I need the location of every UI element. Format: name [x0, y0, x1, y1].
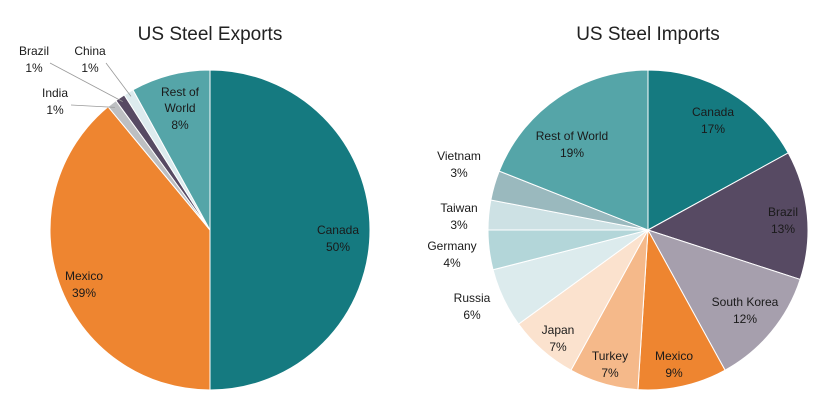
imports-label-turkey: Turkey 7% [592, 349, 628, 380]
imports-value-brazil: 13% [771, 222, 795, 236]
imports-label-mexico: Mexico 9% [655, 349, 693, 380]
imports-value-taiwan: 3% [450, 218, 468, 232]
exports-value-mexico: 39% [72, 286, 96, 300]
imports-label-germany: Germany 4% [427, 239, 476, 270]
exports-pie-chart: US Steel Exports Canada 50% Mexico 39% India… [19, 24, 371, 391]
imports-label-brazil: Brazil 13% [768, 205, 798, 236]
exports-leader-india [70, 104, 115, 108]
exports-leader-brazil [49, 62, 123, 102]
imports-label-south-korea: South Korea 12% [712, 295, 779, 326]
imports-value-mexico: 9% [665, 366, 683, 380]
exports-value-brazil: 1% [25, 61, 43, 75]
imports-pie-chart: US Steel Imports Canada 17% Brazil 13% South… [427, 24, 809, 391]
imports-slice-rest-of-world [498, 69, 649, 231]
imports-label-canada: Canada 17% [692, 105, 734, 136]
exports-value-rest-of-world: 8% [171, 118, 189, 132]
exports-value-canada: 50% [326, 240, 350, 254]
exports-label-india: India 1% [42, 86, 68, 117]
exports-slice-rest-of-world [132, 69, 211, 231]
imports-label-russia: Russia 6% [454, 291, 491, 322]
imports-value-turkey: 7% [601, 366, 619, 380]
exports-slice-mexico [49, 106, 211, 391]
imports-label-japan: Japan 7% [542, 323, 575, 354]
exports-label-china: China 1% [74, 44, 106, 75]
imports-slices [487, 69, 809, 391]
exports-label-mexico: Mexico 39% [65, 269, 103, 300]
exports-slice-labels: Canada 50% Mexico 39% India 1% Brazil 1% China 1%… [19, 44, 359, 300]
exports-label-rest-of-world: Rest of World 8% [161, 85, 200, 132]
exports-chart-title: US Steel Exports [138, 24, 283, 45]
imports-label-rest-of-world: Rest of World 19% [536, 129, 608, 160]
exports-slices [49, 69, 371, 391]
imports-value-south-korea: 12% [733, 312, 757, 326]
imports-slice-canada [647, 69, 789, 231]
imports-value-russia: 6% [463, 308, 481, 322]
exports-label-canada: Canada 50% [317, 223, 359, 254]
imports-value-canada: 17% [701, 122, 725, 136]
imports-label-taiwan: Taiwan 3% [440, 201, 477, 232]
imports-label-vietnam: Vietnam 3% [437, 149, 481, 180]
imports-value-vietnam: 3% [450, 166, 468, 180]
exports-slice-canada [209, 69, 371, 391]
imports-slice-mexico [637, 228, 726, 391]
imports-value-japan: 7% [549, 340, 567, 354]
imports-chart-title: US Steel Imports [576, 24, 720, 45]
imports-slice-south-korea [646, 229, 801, 371]
imports-value-germany: 4% [443, 256, 461, 270]
exports-value-india: 1% [46, 103, 64, 117]
imports-slice-brazil [646, 152, 809, 281]
exports-value-china: 1% [81, 61, 99, 75]
imports-slice-labels: Canada 17% Brazil 13% South Korea 12% Mexico 9%… [427, 105, 798, 380]
imports-value-rest-of-world: 19% [560, 146, 584, 160]
exports-leader-china [105, 62, 132, 97]
exports-label-brazil: Brazil 1% [19, 44, 49, 75]
